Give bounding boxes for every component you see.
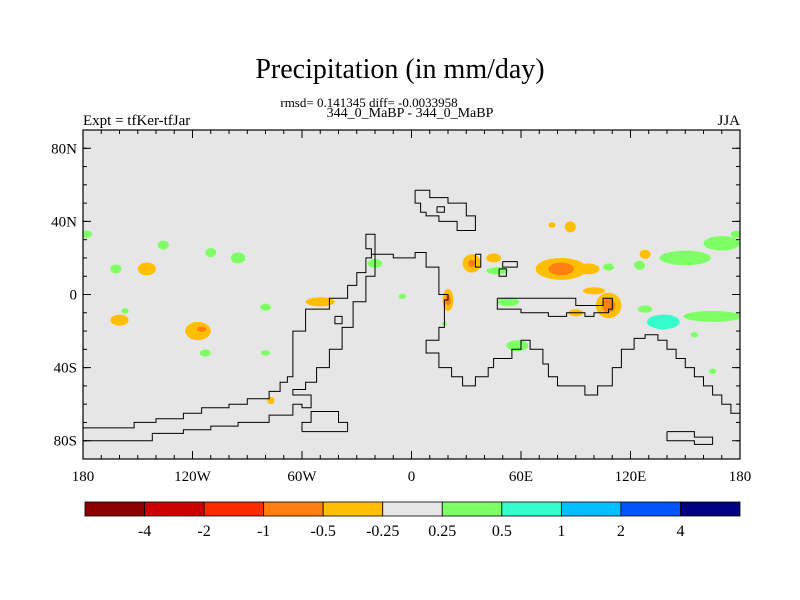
x-tick-label: 60W xyxy=(287,469,317,485)
coastline-layer xyxy=(83,189,740,445)
y-tick-label: 40N xyxy=(51,214,77,230)
colorbar-box xyxy=(144,501,205,517)
anomaly-patch xyxy=(603,263,615,271)
anomaly-patch xyxy=(708,368,717,375)
anomaly-patch xyxy=(583,287,605,295)
colorbar-box xyxy=(680,501,741,517)
anomaly-patch xyxy=(577,263,600,275)
x-tick-label: 180 xyxy=(729,469,752,485)
coastline xyxy=(83,253,376,442)
anomaly-patch xyxy=(230,252,246,264)
colorbar-box xyxy=(263,501,324,517)
colorbar-label: 0.5 xyxy=(492,523,512,540)
colorbar-label: 1 xyxy=(557,523,565,540)
anomaly-patch xyxy=(646,314,680,330)
coastline xyxy=(414,189,476,231)
x-tick-label: 120W xyxy=(174,469,212,485)
anomaly-patch xyxy=(110,264,122,274)
coastline xyxy=(502,261,518,268)
season-label: JJA xyxy=(717,113,740,129)
x-tick-label: 0 xyxy=(408,469,416,485)
coastline xyxy=(334,315,343,325)
axes-layer: 180 120W 60W 0 60E 120E 180 80N 40N 0 40S 80S xyxy=(51,129,752,485)
anomaly-patch xyxy=(634,260,646,270)
chart-title: Precipitation (in mm/day) xyxy=(255,54,545,85)
anomaly-patch xyxy=(199,349,211,357)
anomaly-layer xyxy=(83,221,740,405)
coastline xyxy=(498,268,507,277)
anomaly-patch xyxy=(157,240,169,250)
y-tick-label: 80S xyxy=(54,434,77,450)
colorbar-box xyxy=(560,501,622,517)
coastline xyxy=(666,431,714,445)
anomaly-patch xyxy=(486,267,509,275)
colorbar-label: -0.25 xyxy=(366,523,399,540)
anomaly-patch xyxy=(137,262,156,276)
x-tick-label: 60E xyxy=(509,469,533,485)
anomaly-patch xyxy=(398,293,407,300)
anomaly-patch xyxy=(267,396,275,405)
anomaly-patch xyxy=(197,326,207,332)
colorbar-box xyxy=(382,501,443,517)
colorbar-label: -1 xyxy=(257,523,270,540)
x-tick-label: 120E xyxy=(615,469,647,485)
coastline xyxy=(496,297,613,317)
anomaly-patch xyxy=(659,250,711,266)
colorbar: -4 -2 -1 -0.5 -0.25 0.25 0.5 1 2 4 xyxy=(84,501,741,540)
anomaly-patch xyxy=(205,247,217,258)
anomaly-patch xyxy=(185,321,211,341)
colorbar-box xyxy=(84,501,145,517)
anomaly-patch xyxy=(110,314,129,326)
anomaly-patch xyxy=(548,262,574,276)
colorbar-box xyxy=(441,501,503,517)
anomaly-patch xyxy=(683,310,740,322)
experiment-label: Expt = tfKer-tfJar xyxy=(83,113,191,129)
anomaly-patch xyxy=(730,230,740,238)
colorbar-label: 0.25 xyxy=(428,523,456,540)
stats-line: rmsd= 0.141345 diff= -0.0033958 xyxy=(280,95,458,110)
colorbar-box xyxy=(620,501,681,517)
anomaly-patch xyxy=(260,303,271,311)
chart-subtitle: 344_0_MaBP - 344_0_MaBP xyxy=(326,106,494,121)
coastline xyxy=(436,206,445,213)
anomaly-patch xyxy=(497,297,520,307)
x-tick-label: 180 xyxy=(72,469,95,485)
colorbar-label: 4 xyxy=(676,523,684,540)
colorbar-box xyxy=(322,501,384,517)
colorbar-label: 2 xyxy=(617,523,625,540)
coastline xyxy=(474,253,482,268)
anomaly-patch xyxy=(639,249,651,259)
y-tick-label: 0 xyxy=(70,288,78,304)
anomaly-patch xyxy=(121,308,129,314)
colorbar-label: -4 xyxy=(138,523,151,540)
anomaly-patch xyxy=(506,340,529,352)
anomaly-patch xyxy=(703,236,740,251)
anomaly-patch xyxy=(83,230,93,238)
plot-background xyxy=(83,130,740,459)
anomaly-patch xyxy=(468,259,476,268)
colorbar-label: -2 xyxy=(197,523,210,540)
y-tick-label: 40S xyxy=(54,361,77,377)
colorbar-label: -0.5 xyxy=(311,523,336,540)
anomaly-patch xyxy=(637,305,653,313)
anomaly-patch xyxy=(690,331,699,338)
anomaly-patch xyxy=(486,253,501,263)
anomaly-patch xyxy=(305,297,335,307)
coastline xyxy=(83,233,740,429)
y-tick-label: 80N xyxy=(51,141,77,157)
anomaly-patch xyxy=(564,221,576,233)
anomaly-patch xyxy=(260,350,271,356)
coastline xyxy=(301,411,349,433)
anomaly-patch xyxy=(548,222,556,228)
colorbar-box xyxy=(501,501,562,517)
colorbar-box xyxy=(203,501,265,517)
